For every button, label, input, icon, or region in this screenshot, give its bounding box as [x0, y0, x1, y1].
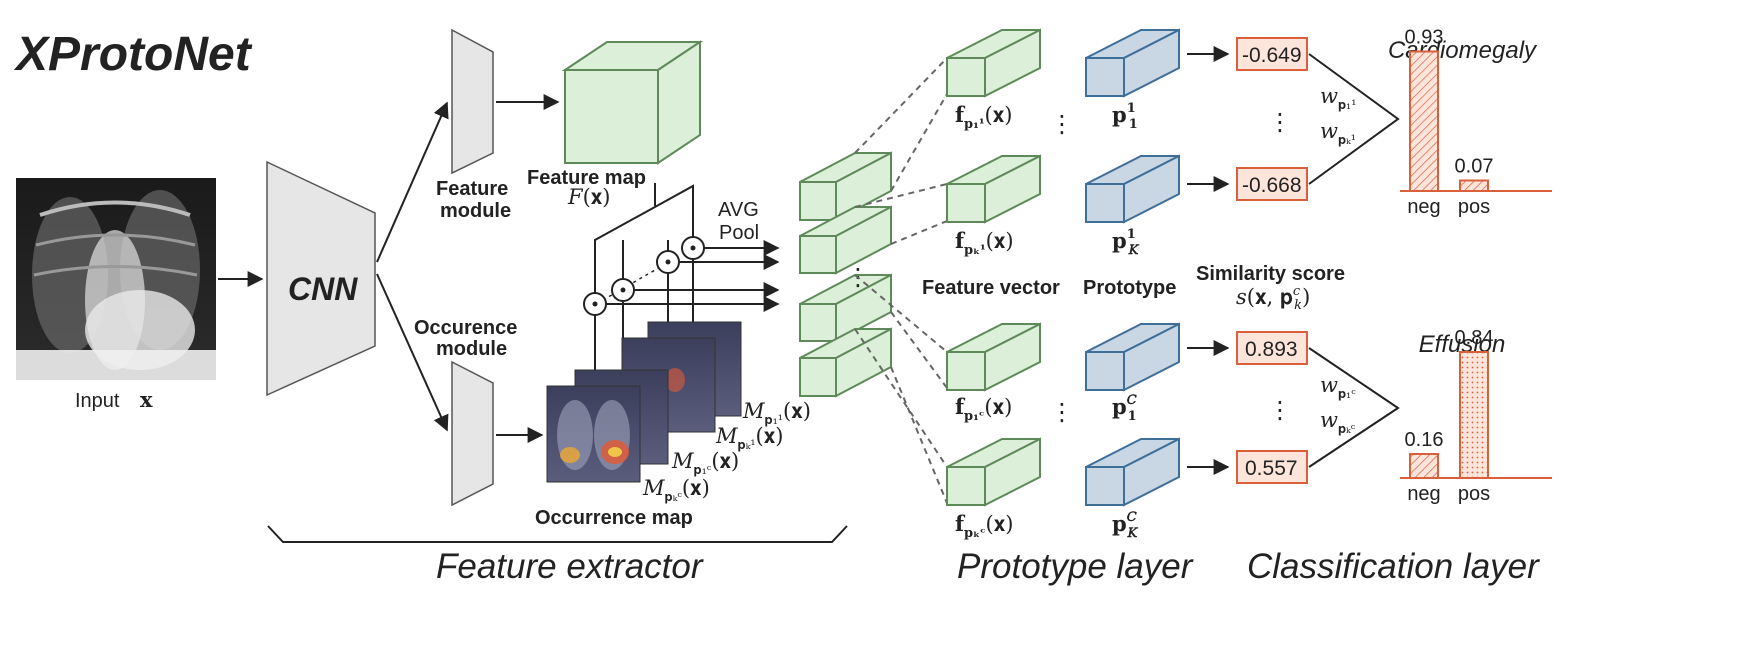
feature-map-cube: [561, 40, 704, 165]
prototype-4-label: 𝐩𝐶 𝐾: [1112, 510, 1139, 541]
section-prototype-layer: Prototype layer: [957, 547, 1194, 586]
feature-vector-label: Feature vector: [922, 277, 1060, 299]
svg-text:⋮: ⋮: [1268, 108, 1292, 136]
feature-vector-2-label: 𝐟𝐩ₖ¹(𝐱): [955, 228, 1014, 258]
dashed-connectors: [854, 57, 948, 504]
bar-neg: [1409, 453, 1439, 479]
input-label: Input: [75, 390, 120, 412]
feature-vector-1-label: 𝐟𝐩₁¹(𝐱): [955, 102, 1012, 132]
bar-value-label: 0.93: [1405, 27, 1444, 49]
score-2: -0.668: [1242, 174, 1302, 197]
prototype-label: Prototype: [1083, 277, 1176, 299]
occurrence-module-block: [451, 360, 494, 507]
feature-vector-3-label: 𝐟𝐩₁ᶜ(𝐱): [955, 394, 1012, 424]
occurrence-module-label-1: Occurence: [414, 317, 517, 339]
score-1: -0.649: [1242, 44, 1302, 67]
occurrence-module-label-2: module: [436, 338, 507, 360]
similarity-score-label: Similarity score: [1196, 263, 1345, 285]
weight-label-2: 𝑤𝐩ₖ¹: [1320, 119, 1356, 148]
prototype-3-label: 𝐩𝐶 1: [1112, 393, 1137, 424]
weight-connectors: [1308, 53, 1400, 468]
occurrence-map-4-label: 𝑀𝐩ₖᶜ(𝐱): [642, 476, 710, 505]
feature-module-block: [451, 28, 494, 175]
feature-extractor-brace: [267, 525, 848, 543]
feature-module-label-1: Feature: [436, 178, 508, 200]
prototype-1-label: 𝐩1 1: [1112, 101, 1138, 132]
score-4: 0.557: [1245, 457, 1298, 480]
pooled-vector-stack: [799, 151, 892, 398]
weight-label-1: 𝑤𝐩₁¹: [1320, 84, 1356, 113]
svg-text:⋮: ⋮: [1268, 396, 1292, 424]
feature-vector-cubes: [946, 28, 1041, 507]
avg-pool-label-1: AVG: [718, 199, 759, 221]
occurrence-map-stack: [546, 321, 742, 483]
input-xray-image: [16, 178, 216, 380]
category-label: neg: [1407, 483, 1440, 505]
category-label: pos: [1458, 196, 1490, 218]
section-feature-extractor: Feature extractor: [436, 547, 704, 586]
feature-map-math: 𝐹(𝐱): [567, 185, 611, 209]
similarity-score-boxes: [1236, 37, 1308, 484]
bar-neg: [1409, 50, 1439, 192]
feature-module-label-2: module: [440, 200, 511, 222]
bar-pos: [1459, 351, 1489, 479]
category-label: neg: [1407, 196, 1440, 218]
occurrence-map-3-label: 𝑀𝐩₁ᶜ(𝐱): [671, 449, 739, 478]
weight-label-4: 𝑤𝐩ₖᶜ: [1320, 408, 1356, 437]
arrow-to-occurrence-module: [376, 273, 449, 432]
bar-value-label: 0.16: [1405, 429, 1444, 451]
occurrence-map-label: Occurrence map: [535, 507, 693, 529]
cnn-label: CNN: [288, 271, 358, 307]
similarity-score-math: 𝑠(𝐱, 𝐩𝑐 𝑘): [1236, 284, 1310, 313]
input-var: x: [140, 387, 153, 412]
score-3: 0.893: [1245, 338, 1298, 361]
svg-text:⋮: ⋮: [1050, 110, 1074, 138]
prototype-cubes: [1085, 28, 1180, 507]
feature-map-label: Feature map: [527, 167, 646, 189]
bar-pos: [1459, 179, 1489, 192]
svg-text:⋮: ⋮: [1050, 398, 1074, 426]
avg-pool-label-2: Pool: [719, 222, 759, 244]
score-arrows: [1187, 46, 1230, 475]
section-classification-layer: Classification layer: [1247, 547, 1540, 586]
arrow-to-feature-module: [376, 101, 449, 263]
bar-value-label: 0.07: [1455, 156, 1494, 178]
category-label: pos: [1458, 483, 1490, 505]
cnn-block: [266, 160, 376, 397]
diagram-title: XProtoNet: [13, 28, 253, 81]
feature-vector-4-label: 𝐟𝐩ₖᶜ(𝐱): [955, 511, 1013, 541]
prototype-2-label: 𝐩1 𝐾: [1112, 227, 1140, 258]
bar-value-label: 0.84: [1455, 327, 1494, 349]
